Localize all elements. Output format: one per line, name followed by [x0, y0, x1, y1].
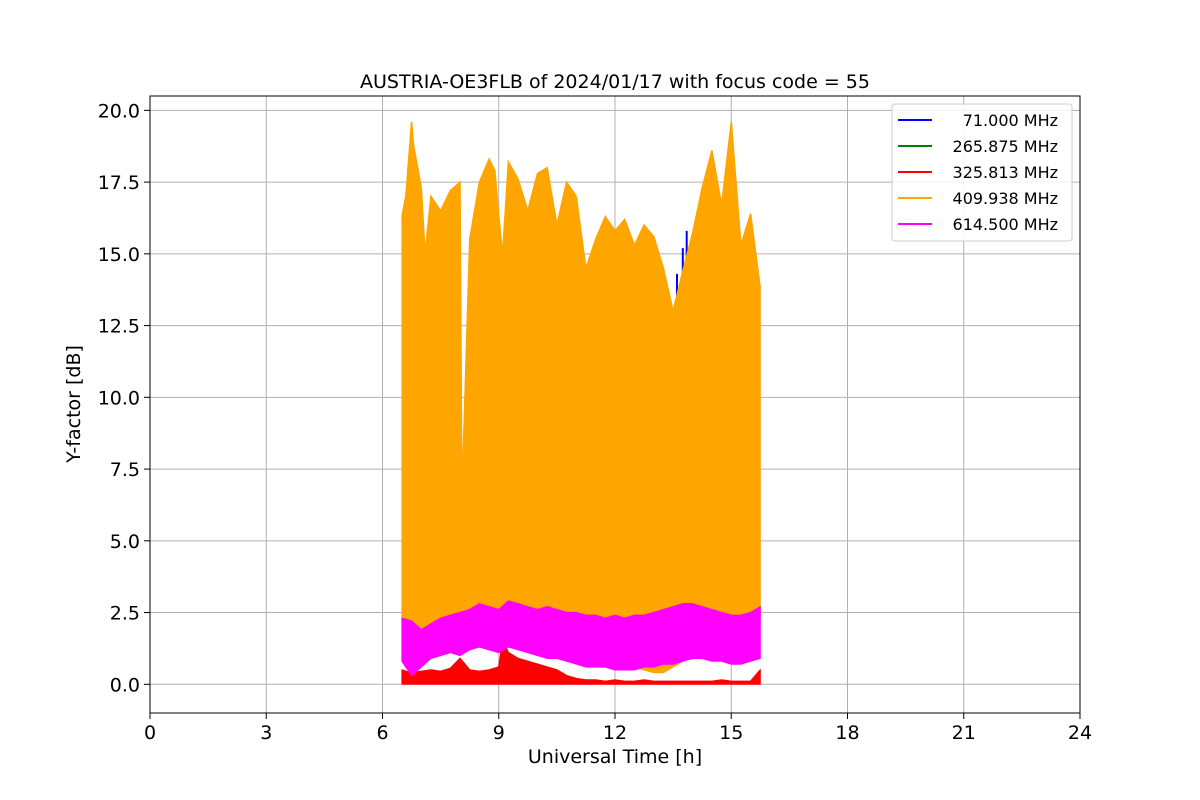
- x-tick-label: 21: [952, 722, 976, 744]
- y-tick-label: 7.5: [110, 459, 140, 481]
- y-tick-label: 17.5: [98, 172, 140, 194]
- series-layer: [401, 121, 762, 685]
- y-tick-label: 10.0: [98, 387, 140, 409]
- chart-title: AUSTRIA-OE3FLB of 2024/01/17 with focus …: [360, 71, 870, 93]
- series-614-500-mhz: [401, 600, 761, 677]
- y-tick-label: 5.0: [110, 531, 140, 553]
- legend-box: [891, 103, 1073, 242]
- y-axis: 0.0 2.5 5.0 7.5 10.0 12.5 15.0 17.5 20.0: [98, 100, 150, 696]
- x-tick-label: 0: [144, 722, 156, 744]
- legend-label: 325.813 MHz: [953, 163, 1058, 182]
- legend-label: 71.000 MHz: [963, 111, 1058, 130]
- y-tick-label: 0.0: [110, 674, 140, 696]
- x-tick-label: 18: [835, 722, 859, 744]
- series-409-938-mhz-line: [401, 121, 762, 498]
- legend-label: 265.875 MHz: [953, 137, 1058, 156]
- y-tick-label: 15.0: [98, 244, 140, 266]
- x-tick-label: 6: [376, 722, 388, 744]
- series-325-813-mhz-line: [401, 638, 761, 683]
- x-tick-label: 24: [1068, 722, 1092, 744]
- legend-label: 614.500 MHz: [953, 215, 1058, 234]
- x-tick-label: 9: [493, 722, 505, 744]
- y-tick-label: 2.5: [110, 603, 140, 625]
- x-tick-label: 15: [719, 722, 743, 744]
- series-325-813-mhz: [401, 638, 761, 685]
- legend-label: 409.938 MHz: [953, 189, 1058, 208]
- legend: 71.000 MHz 265.875 MHz 325.813 MHz 409.938 …: [891, 103, 1073, 242]
- x-tick-label: 3: [260, 722, 272, 744]
- y-tick-label: 20.0: [98, 100, 140, 122]
- y-axis-label: Y-factor [dB]: [63, 345, 85, 464]
- series-614-500-mhz-line: [401, 600, 761, 631]
- x-axis-label: Universal Time [h]: [528, 746, 702, 768]
- x-axis: 0 3 6 9 12 15 18 21 24: [144, 713, 1092, 744]
- y-tick-label: 12.5: [98, 316, 140, 338]
- x-tick-label: 12: [603, 722, 627, 744]
